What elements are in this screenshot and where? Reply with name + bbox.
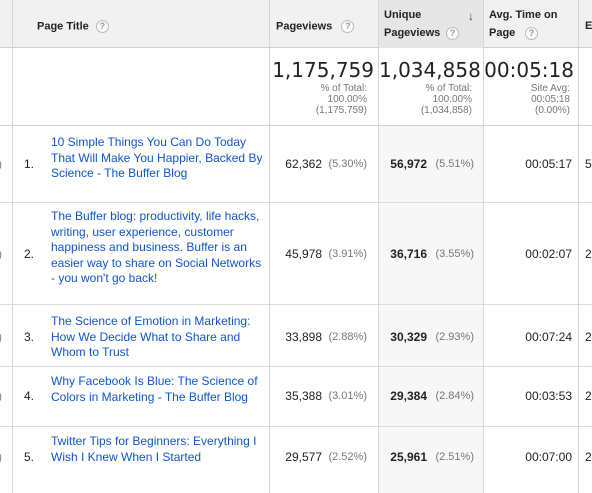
header-page-title-label: Page Title	[37, 20, 89, 33]
header-avg-time[interactable]: Avg. Time on Page ?	[483, 0, 578, 48]
row-pageviews-percent: (2.52%)	[328, 451, 367, 463]
header-avg-line2: Page	[489, 27, 516, 39]
row-page-title-link[interactable]: The Science of Emotion in Marketing: How…	[51, 314, 251, 359]
row-pageviews-percent: (2.88%)	[328, 331, 367, 343]
total-pageviews-percent: 100.00%	[327, 94, 367, 105]
row-index: 2.	[24, 247, 35, 261]
total-pageviews-label: % of Total:	[320, 83, 367, 94]
total-unique-detail: % of Total: 100.00% (1,034,858)	[379, 83, 472, 116]
row-edge-value: 2	[585, 330, 592, 344]
sort-descending-icon[interactable]: ↓	[468, 9, 474, 23]
row-unique-pageviews: 56,972	[390, 157, 427, 171]
row-pageviews: 45,978	[285, 247, 322, 261]
row-unique-percent: (2.51%)	[435, 451, 474, 463]
row-unique-percent: (5.51%)	[435, 158, 474, 170]
row-unique-percent: (2.93%)	[435, 331, 474, 343]
row-edge-value: 2	[585, 450, 592, 464]
total-unique-percent: 100.00%	[432, 94, 472, 105]
row-page-title-link[interactable]: 10 Simple Things You Can Do Today That W…	[51, 135, 263, 180]
total-avg-time: 00:05:18	[484, 58, 574, 82]
help-icon[interactable]: ?	[95, 20, 109, 33]
help-icon[interactable]: ?	[525, 27, 538, 40]
row-page-title-link[interactable]: Why Facebook Is Blue: The Science of Col…	[51, 374, 258, 404]
row-index: 3.	[24, 330, 35, 344]
header-unique-line2: Pageviews	[384, 27, 441, 39]
header-unique-line1: Unique	[384, 9, 422, 21]
row-unique-pageviews: 36,716	[390, 247, 427, 261]
table-header: Page Title ? Pageviews ? Unique Pageview…	[0, 0, 592, 48]
row-unique-pageviews: 29,384	[390, 389, 427, 403]
total-unique-label: % of Total:	[425, 83, 472, 94]
row-pageviews-percent: (5.30%)	[328, 158, 367, 170]
row-unique-percent: (2.84%)	[435, 390, 474, 402]
totals-row: 1,175,759 % of Total: 100.00% (1,175,759…	[0, 48, 592, 126]
row-unique-percent: (3.55%)	[435, 248, 474, 260]
row-unique-pageviews: 25,961	[390, 450, 427, 464]
table-row: ) 3. The Science of Emotion in Marketing…	[0, 305, 592, 367]
help-icon[interactable]: ?	[341, 20, 355, 33]
column-divider	[269, 0, 270, 493]
row-edge-value: 2	[585, 389, 592, 403]
row-avg-time: 00:02:07	[525, 247, 572, 261]
row-checkbox-edge[interactable]: )	[0, 330, 2, 344]
row-unique-pageviews: 30,329	[390, 330, 427, 344]
row-edge-value: 5	[585, 157, 592, 171]
row-avg-time: 00:05:17	[525, 157, 572, 171]
row-pageviews: 29,577	[285, 450, 322, 464]
column-divider	[12, 0, 13, 493]
row-edge-value: 2	[585, 247, 592, 261]
table-row: ) 4. Why Facebook Is Blue: The Science o…	[0, 367, 592, 427]
table-row: ) 5. Twitter Tips for Beginners: Everyth…	[0, 427, 592, 493]
table-row: ) 1. 10 Simple Things You Can Do Today T…	[0, 126, 592, 203]
total-pageviews-detail: % of Total: 100.00% (1,175,759)	[270, 83, 367, 116]
total-avg-label: Site Avg:	[530, 83, 570, 94]
header-avg-line1: Avg. Time on	[489, 9, 558, 21]
column-divider	[578, 0, 579, 493]
row-page-title-link[interactable]: The Buffer blog: productivity, life hack…	[51, 209, 262, 285]
header-checkbox-col	[0, 0, 12, 48]
total-avg-value: 00:05:18	[531, 94, 570, 105]
row-pageviews: 35,388	[285, 389, 322, 403]
row-pageviews-percent: (3.01%)	[328, 390, 367, 402]
row-checkbox-edge[interactable]: )	[0, 389, 2, 403]
row-checkbox-edge[interactable]: )	[0, 450, 2, 464]
header-page-title[interactable]: Page Title ?	[37, 20, 109, 33]
row-page-title-link[interactable]: Twitter Tips for Beginners: Everything I…	[51, 434, 257, 464]
help-icon[interactable]: ?	[446, 27, 459, 40]
row-avg-time: 00:07:00	[525, 450, 572, 464]
row-avg-time: 00:03:53	[525, 389, 572, 403]
column-divider	[378, 0, 379, 493]
total-avg-percent: (0.00%)	[534, 105, 570, 116]
total-avg-detail: Site Avg: 00:05:18 (0.00%)	[483, 83, 570, 116]
total-unique-absolute: (1,034,858)	[420, 105, 472, 116]
row-pageviews-percent: (3.91%)	[328, 248, 367, 260]
total-pageviews: 1,175,759	[272, 58, 374, 82]
header-edge-column[interactable]: E	[585, 20, 592, 32]
row-checkbox-edge[interactable]: )	[0, 157, 2, 171]
row-index: 5.	[24, 450, 35, 464]
table-row: ) 2. The Buffer blog: productivity, life…	[0, 203, 592, 305]
row-pageviews: 33,898	[285, 330, 322, 344]
row-index: 4.	[24, 389, 35, 403]
header-pageviews-label: Pageviews	[276, 20, 333, 33]
total-unique: 1,034,858	[379, 58, 481, 82]
row-index: 1.	[24, 157, 35, 171]
row-checkbox-edge[interactable]: )	[0, 247, 2, 261]
total-pageviews-absolute: (1,175,759)	[315, 105, 367, 116]
header-unique-pageviews[interactable]: Unique Pageviews ? ↓	[379, 0, 483, 48]
column-divider	[483, 0, 484, 493]
row-avg-time: 00:07:24	[525, 330, 572, 344]
header-pageviews[interactable]: Pageviews ?	[276, 20, 355, 33]
row-pageviews: 62,362	[285, 157, 322, 171]
